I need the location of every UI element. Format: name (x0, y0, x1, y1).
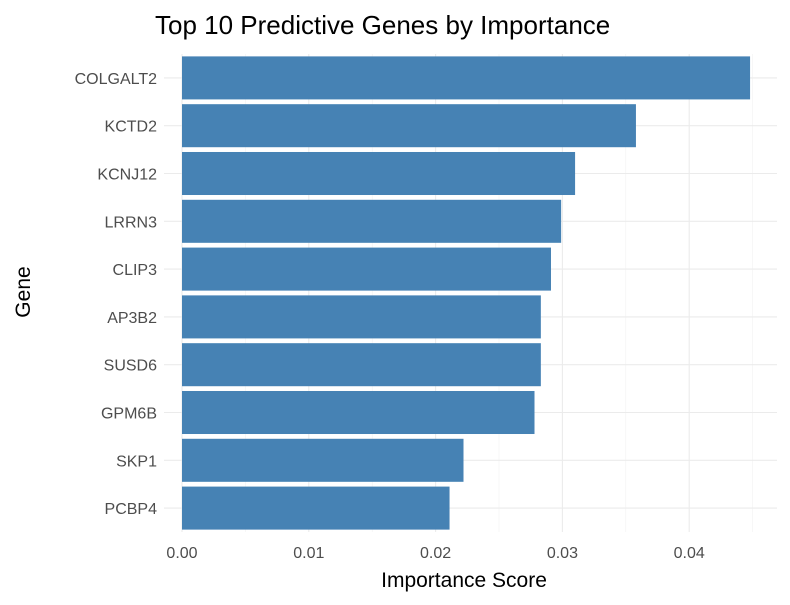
y-tick-label: GPM6B (101, 406, 157, 423)
y-tick-label: COLGALT2 (75, 71, 158, 88)
x-tick-label: 0.03 (547, 545, 578, 562)
y-tick-label: KCNJ12 (97, 167, 157, 184)
bar (182, 104, 636, 148)
x-tick-label: 0.00 (166, 545, 197, 562)
y-tick-label: SKP1 (116, 453, 157, 470)
x-tick-label: 0.01 (293, 545, 324, 562)
y-tick-label: KCTD2 (105, 119, 158, 136)
bar (182, 199, 562, 243)
x-tick-labels: 0.00 0.01 0.02 0.03 0.04 (166, 545, 704, 562)
bar (182, 486, 450, 530)
chart-title: Top 10 Predictive Genes by Importance (155, 10, 610, 40)
y-tick-labels: COLGALT2 KCTD2 KCNJ12 LRRN3 CLIP3 AP3B2 SUSD6 G… (75, 71, 158, 518)
bar (182, 295, 541, 339)
bar (182, 438, 464, 482)
bars (182, 56, 751, 530)
x-axis-title: Importance Score (381, 569, 547, 592)
x-tick-label: 0.04 (674, 545, 705, 562)
y-tick-label: AP3B2 (107, 310, 157, 327)
y-axis-title: Gene (12, 266, 35, 317)
bar (182, 343, 541, 387)
bar (182, 56, 751, 100)
y-tick-label: CLIP3 (113, 262, 158, 279)
y-tick-label: PCBP4 (105, 501, 158, 518)
y-tick-label: LRRN3 (105, 214, 158, 231)
bar (182, 247, 551, 291)
y-tick-label: SUSD6 (104, 358, 157, 375)
bar (182, 390, 535, 435)
bar (182, 151, 576, 196)
x-tick-label: 0.02 (420, 545, 451, 562)
